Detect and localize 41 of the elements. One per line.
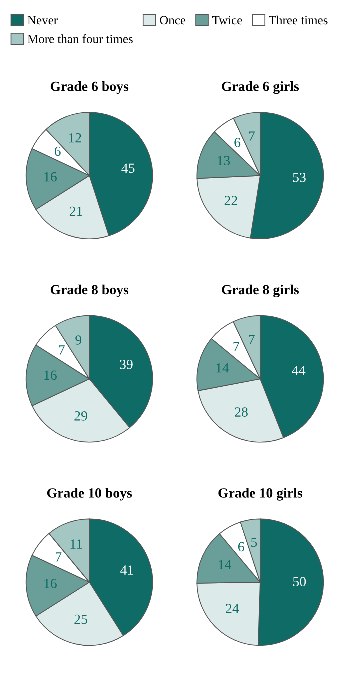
legend-label: Twice (212, 16, 242, 25)
data-label: 11 (70, 540, 82, 549)
data-label: 44 (292, 366, 306, 376)
data-label: 7 (59, 346, 65, 355)
data-label: 6 (54, 146, 61, 156)
data-label: 28 (235, 408, 248, 417)
data-label: 9 (76, 336, 82, 345)
data-label: 7 (249, 132, 256, 141)
data-label: 12 (69, 133, 82, 143)
legend-label: Never (28, 16, 58, 25)
chart-title: Grade 6 girls (222, 81, 300, 94)
chart-title: Grade 8 boys (50, 284, 129, 298)
data-label: 45 (122, 164, 135, 174)
data-label: 21 (70, 206, 82, 216)
data-label: 16 (44, 172, 57, 182)
data-label: 16 (44, 370, 57, 380)
chart-title: Grade 8 girls (222, 284, 300, 298)
text: Grade 6 boys (50, 81, 129, 94)
chart-title: Grade 10 girls (218, 488, 303, 501)
chart-title: Grade 10 boys (47, 488, 132, 501)
data-label: 7 (56, 552, 62, 562)
data-label: 41 (120, 566, 134, 575)
legend-label: Once (160, 16, 186, 25)
data-label: 7 (234, 342, 240, 352)
data-label: 24 (226, 604, 240, 614)
legend-label: More than four times (28, 34, 133, 44)
data-label: 14 (216, 364, 230, 373)
data-label: 39 (120, 360, 133, 370)
data-label: 5 (252, 538, 258, 548)
data-label: 6 (238, 542, 244, 552)
data-label: 13 (218, 156, 230, 166)
legend-label: Three times (269, 16, 328, 25)
data-label: 16 (44, 579, 57, 588)
data-label: 22 (224, 196, 238, 206)
data-label: 25 (74, 614, 88, 624)
data-label: 6 (234, 138, 241, 148)
data-label: 53 (293, 172, 306, 182)
data-label: 50 (294, 577, 306, 587)
data-label: 29 (74, 412, 88, 421)
data-label: 14 (219, 560, 232, 570)
data-label: 7 (249, 335, 255, 344)
